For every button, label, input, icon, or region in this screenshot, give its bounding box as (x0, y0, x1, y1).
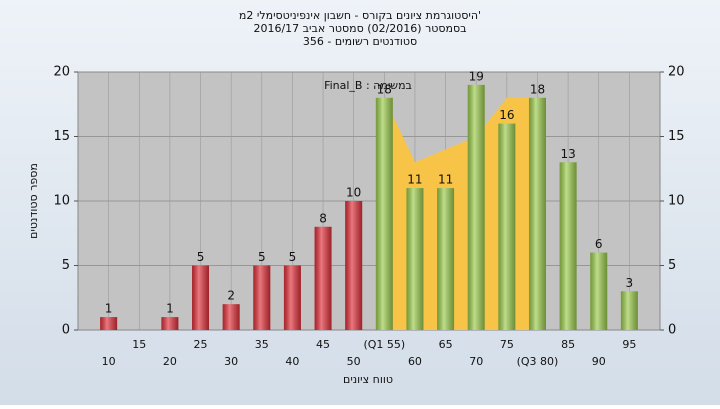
x-tick-label: 75 (500, 338, 514, 351)
value-label: 5 (289, 250, 297, 264)
value-label: 1 (166, 302, 174, 316)
bar-shade (161, 317, 179, 330)
value-label: 5 (197, 250, 205, 264)
value-label: 1 (105, 302, 113, 316)
y-tick-label: 5 (62, 258, 70, 273)
bar-shade (467, 84, 485, 331)
bar-shade (375, 97, 393, 330)
y-tick-label: 15 (53, 129, 70, 144)
x-tick-label: 60 (408, 355, 422, 368)
y2-tick-label: 15 (668, 129, 685, 144)
value-label: 11 (438, 173, 453, 187)
title-line: בסמסטר (02/2016) סמסטר אביב 2016/17 (253, 22, 466, 35)
bar-shade (100, 317, 118, 330)
bar-shade (590, 252, 608, 330)
bar-shade (406, 188, 424, 330)
x-tick-label: 10 (102, 355, 116, 368)
y2-tick-label: 10 (668, 194, 685, 209)
value-label: 11 (407, 173, 422, 187)
value-label: 16 (499, 108, 514, 122)
bar-shade (192, 265, 210, 330)
x-tick-label: 35 (255, 338, 269, 351)
value-label: 2 (227, 289, 235, 303)
bar-shade (528, 97, 546, 330)
x-tick-label: 90 (592, 355, 606, 368)
x-tick-label: 95 (622, 338, 636, 351)
x-tick-label: 30 (224, 355, 238, 368)
value-label: 3 (626, 276, 634, 290)
value-label: 13 (560, 147, 575, 161)
x-axis-title: טווח ציונים (343, 373, 393, 386)
y-tick-label: 20 (53, 65, 70, 80)
bar-shade (253, 265, 271, 330)
y-axis-title: מספר סטודנטים (27, 163, 40, 239)
x-tick-label: 15 (132, 338, 146, 351)
y-tick-label: 0 (62, 323, 70, 338)
bar-shade (620, 291, 638, 330)
y2-tick-label: 0 (668, 323, 676, 338)
x-tick-label: 70 (469, 355, 483, 368)
title-line: סטודנטים רשומים - 356 (303, 35, 417, 48)
annotation: Final_B : במשימה (324, 79, 412, 92)
value-label: 5 (258, 250, 266, 264)
x-tick-label: (Q3 80) (517, 355, 559, 368)
x-tick-label: 65 (439, 338, 453, 351)
bar-shade (559, 162, 577, 330)
value-label: 18 (530, 82, 545, 96)
title-line: 'היסטוגרמת ציונים בקורס - חשבון אינפיניט… (239, 9, 481, 22)
y-tick-label: 10 (53, 194, 70, 209)
bar-shade (314, 226, 332, 330)
x-tick-label: 50 (347, 355, 361, 368)
bar-shade (437, 188, 455, 330)
y2-tick-label: 5 (668, 258, 676, 273)
value-label: 18 (377, 82, 392, 96)
x-tick-label: 25 (194, 338, 208, 351)
value-label: 10 (346, 186, 361, 200)
y2-tick-label: 20 (668, 65, 685, 80)
bar-shade (345, 201, 363, 330)
value-label: 8 (319, 211, 327, 225)
value-label: 19 (469, 69, 484, 83)
x-tick-label: 45 (316, 338, 330, 351)
x-tick-label: 85 (561, 338, 575, 351)
x-tick-label: 40 (285, 355, 299, 368)
x-tick-label: 20 (163, 355, 177, 368)
value-label: 6 (595, 237, 603, 251)
x-tick-label: (Q1 55) (363, 338, 405, 351)
bar-shade (283, 265, 301, 330)
bar-shade (498, 123, 516, 330)
bar-shade (222, 304, 240, 330)
